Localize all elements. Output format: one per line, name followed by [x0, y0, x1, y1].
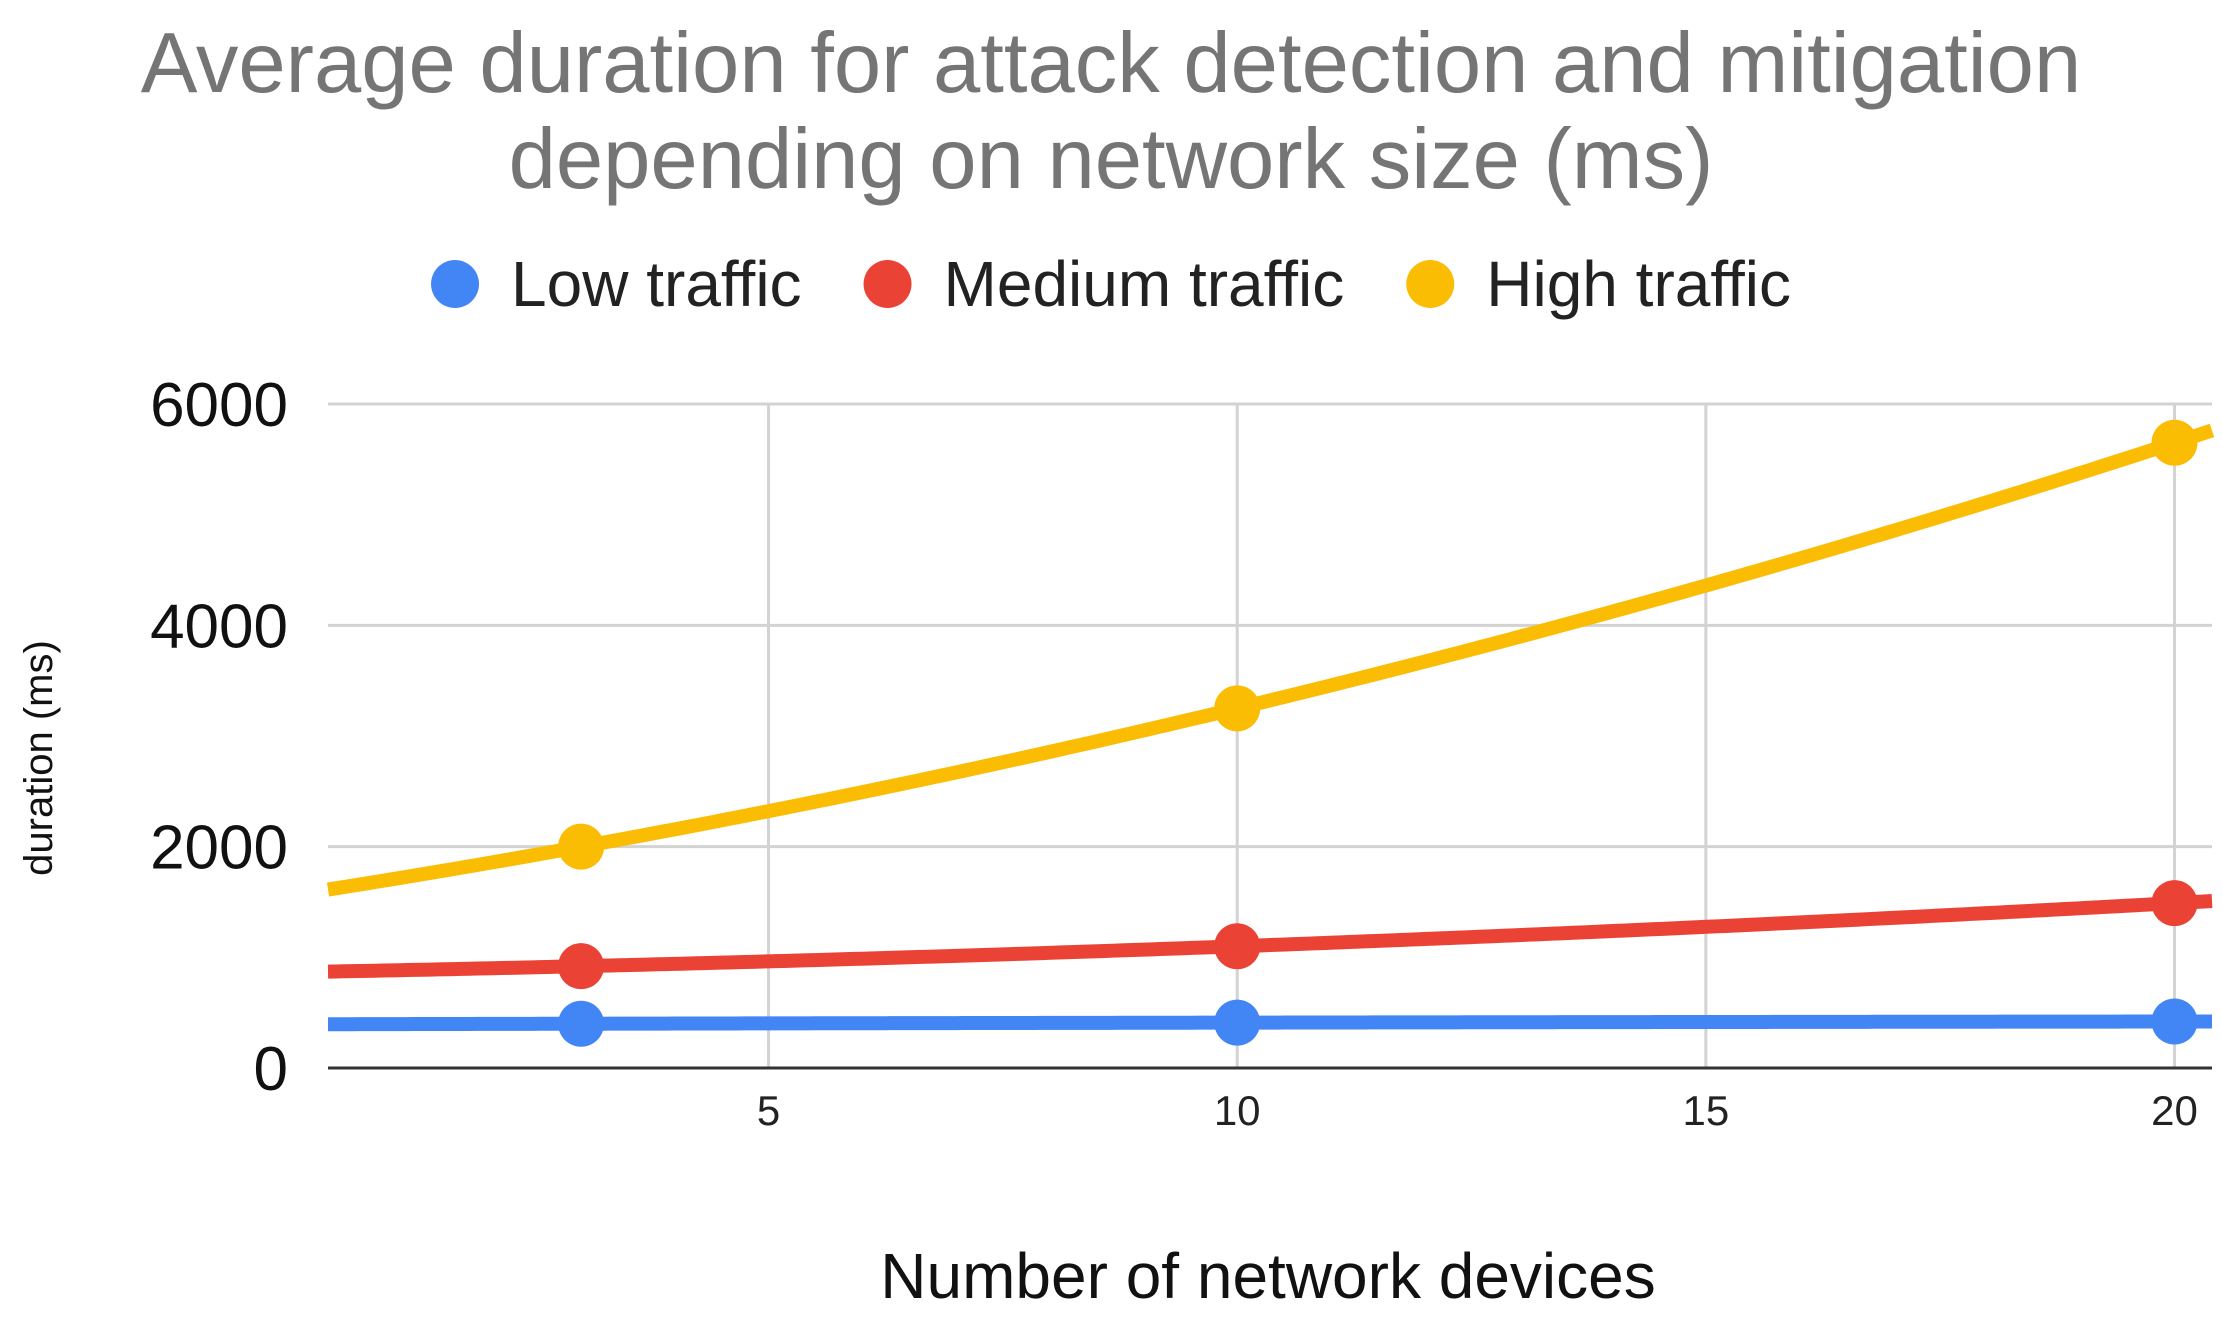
data-point	[2151, 880, 2198, 927]
data-point	[1214, 923, 1261, 970]
data-point	[2151, 998, 2198, 1045]
series-line	[327, 894, 2213, 979]
axes: 0 2000 4000 6000 5 10 15 20	[150, 371, 2212, 1134]
y-tick-label: 4000	[150, 592, 288, 661]
legend-marker	[1406, 260, 1455, 308]
data-point	[558, 1000, 605, 1047]
legend-item: Medium traffic	[863, 248, 1345, 320]
data-point	[558, 943, 605, 990]
chart-title-line-2: depending on network size (ms)	[509, 112, 1714, 207]
legend-label: Low traffic	[511, 248, 802, 320]
chart-title-line-1: Average duration for attack detection an…	[141, 16, 2081, 111]
data-point	[1214, 999, 1261, 1046]
series-line	[326, 423, 2215, 897]
series-low-traffic	[327, 998, 2212, 1047]
legend-label: High traffic	[1486, 248, 1791, 320]
series-medium-traffic	[327, 880, 2213, 990]
series-line	[327, 1014, 2212, 1032]
series-high-traffic	[326, 419, 2215, 897]
data-point	[558, 823, 605, 870]
legend-item: High traffic	[1406, 248, 1791, 320]
y-tick-label: 0	[254, 1035, 288, 1104]
series-layer	[326, 419, 2215, 1047]
legend-label: Medium traffic	[944, 248, 1345, 320]
chart-title: Average duration for attack detection an…	[141, 16, 2081, 207]
y-tick-label: 6000	[150, 371, 288, 440]
data-point	[2151, 419, 2198, 466]
legend: Low traffic Medium traffic High traffic	[431, 248, 1791, 320]
x-tick-label: 5	[757, 1087, 780, 1134]
data-point	[1214, 685, 1261, 732]
x-tick-label: 10	[1214, 1087, 1261, 1134]
y-tick-label: 2000	[150, 814, 288, 883]
y-axis-title: duration (ms)	[17, 640, 61, 876]
x-axis-title: Number of network devices	[880, 1240, 1655, 1312]
legend-marker	[431, 260, 480, 308]
legend-marker	[863, 260, 912, 308]
x-tick-label: 20	[2151, 1087, 2198, 1134]
gridlines	[328, 402, 2212, 1068]
legend-item: Low traffic	[431, 248, 802, 320]
x-tick-label: 15	[1682, 1087, 1729, 1134]
